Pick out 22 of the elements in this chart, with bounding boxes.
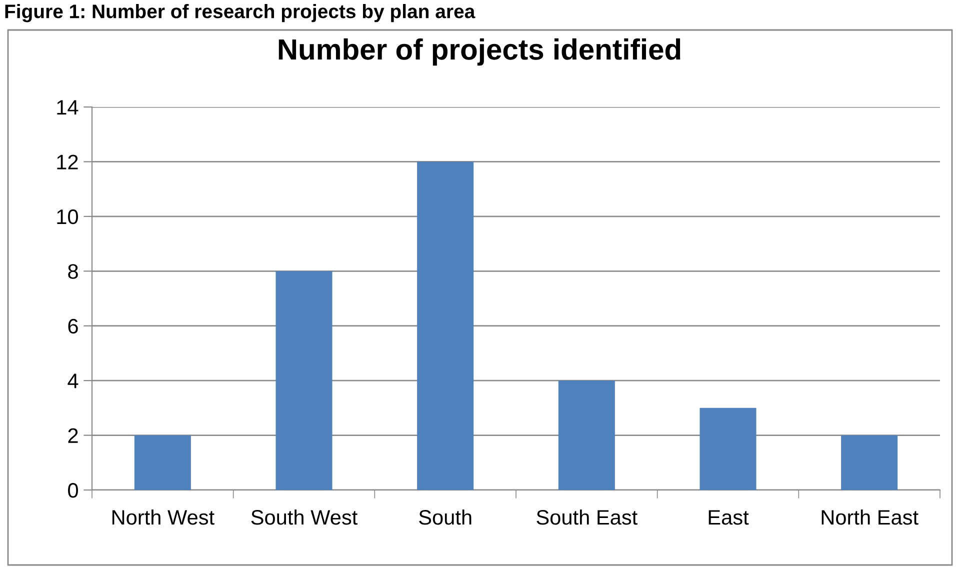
y-tick-label: 8: [68, 264, 78, 279]
y-tick-label: 2: [68, 428, 78, 443]
chart-title: Number of projects identified: [278, 38, 680, 66]
x-tick-label: South: [419, 509, 472, 525]
bar: [700, 408, 756, 490]
x-tick-label: South West: [251, 509, 358, 525]
y-tick-label: 12: [57, 154, 78, 170]
bar: [841, 435, 898, 490]
caption: Figure 1: Number of research projects by plan area: [5, 4, 476, 22]
y-tick-label: 4: [68, 374, 78, 388]
y-tick-label: 14: [57, 100, 78, 115]
bar: [558, 380, 615, 490]
x-tick-label: East: [708, 510, 749, 525]
bar: [134, 435, 191, 490]
x-tick-label: South East: [536, 509, 638, 525]
y-tick-label: 0: [68, 483, 78, 498]
bar: [276, 271, 332, 490]
x-tick-label: North East: [822, 509, 918, 525]
x-tick-label: North West: [112, 509, 214, 525]
y-tick-label: 10: [57, 209, 78, 224]
bar: [417, 162, 474, 490]
y-tick-label: 6: [68, 318, 78, 334]
